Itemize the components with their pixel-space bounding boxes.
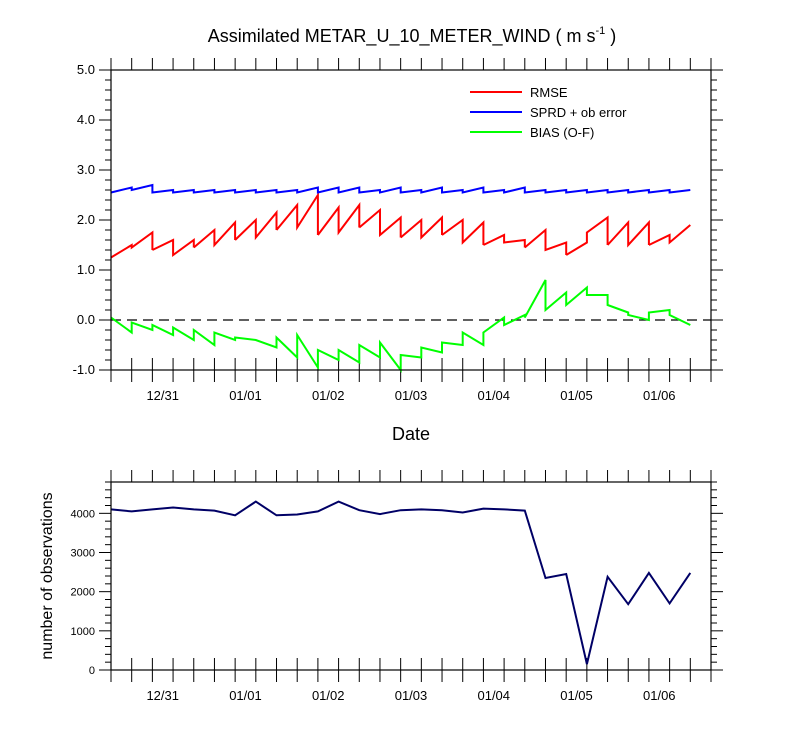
y-tick-label: -1.0 bbox=[73, 362, 95, 377]
series-line-rmse bbox=[524, 227, 568, 255]
y-tick-label: 2.0 bbox=[77, 212, 95, 227]
x-tick-label: 01/02 bbox=[312, 388, 345, 403]
y-tick-label: 1000 bbox=[71, 626, 95, 638]
series-line-rmse bbox=[317, 202, 361, 236]
series-line-rmse bbox=[565, 215, 609, 256]
legend-label: RMSE bbox=[530, 85, 568, 100]
series-line-rmse bbox=[234, 209, 278, 241]
x-tick-label: 01/06 bbox=[643, 688, 676, 703]
legend-label: SPRD + ob error bbox=[530, 105, 627, 120]
series-line-sprd-ob-error bbox=[110, 183, 691, 194]
series-line-rmse bbox=[193, 219, 237, 249]
y-axis-label: number of observations bbox=[39, 492, 56, 659]
x-tick-label: 12/31 bbox=[146, 388, 179, 403]
y-axis-ticks bbox=[99, 69, 723, 371]
bias-rmse-chart: Assimilated METAR_U_10_METER_WIND ( m s-… bbox=[73, 25, 723, 444]
series-line-rmse bbox=[400, 215, 443, 240]
x-tick-label: 01/01 bbox=[229, 388, 262, 403]
y-tick-label: 3.0 bbox=[77, 162, 95, 177]
x-axis-label: Date bbox=[392, 424, 430, 444]
series-line-observations bbox=[110, 500, 692, 665]
x-axis-ticks bbox=[110, 470, 712, 682]
x-tick-label: 01/01 bbox=[229, 688, 262, 703]
series-lines bbox=[110, 183, 691, 373]
y-tick-label: 3000 bbox=[71, 548, 95, 560]
observations-chart: 0 1000 2000 3000 4000 12/31 01/01 01/02 01/03 01… bbox=[39, 470, 723, 703]
series-line-rmse bbox=[110, 230, 154, 259]
series-line-rmse bbox=[606, 219, 650, 248]
legend-label: BIAS (O-F) bbox=[530, 125, 594, 140]
x-tick-labels: 12/31 01/01 01/02 01/03 01/04 01/05 01/06 bbox=[146, 688, 675, 703]
series-line-rmse bbox=[358, 207, 402, 238]
x-axis-ticks bbox=[110, 58, 712, 382]
x-tick-label: 01/05 bbox=[560, 688, 593, 703]
x-tick-label: 01/03 bbox=[395, 388, 428, 403]
y-tick-label: 5.0 bbox=[77, 62, 95, 77]
series-line-rmse bbox=[275, 191, 319, 235]
x-tick-label: 01/02 bbox=[312, 688, 345, 703]
legend: RMSE SPRD + ob error BIAS (O-F) bbox=[470, 85, 627, 140]
y-tick-label: 1.0 bbox=[77, 262, 95, 277]
plot-frame bbox=[110, 481, 712, 671]
y-tick-label: 4.0 bbox=[77, 112, 95, 127]
y-tick-labels: 0 1000 2000 3000 4000 bbox=[71, 508, 95, 677]
x-tick-label: 01/03 bbox=[395, 688, 428, 703]
chart-title: Assimilated METAR_U_10_METER_WIND ( m s-… bbox=[208, 25, 617, 47]
series-line-rmse bbox=[441, 218, 485, 245]
x-tick-label: 12/31 bbox=[146, 688, 179, 703]
y-tick-labels: -1.0 0.0 1.0 2.0 3.0 4.0 5.0 bbox=[73, 62, 95, 377]
x-tick-label: 01/06 bbox=[643, 388, 676, 403]
x-tick-label: 01/04 bbox=[477, 688, 510, 703]
chart-title-unit-sup: -1 bbox=[595, 25, 605, 37]
series-line-rmse bbox=[482, 233, 526, 248]
y-tick-label: 4000 bbox=[71, 508, 95, 520]
x-tick-labels: 12/31 01/01 01/02 01/03 01/04 01/05 01/06 bbox=[146, 388, 675, 403]
y-tick-label: 2000 bbox=[71, 587, 95, 599]
x-tick-label: 01/05 bbox=[560, 388, 593, 403]
series-line-rmse bbox=[151, 238, 195, 257]
y-axis-ticks bbox=[99, 481, 723, 671]
y-tick-label: 0 bbox=[89, 665, 95, 677]
chart-title-close: ) bbox=[605, 26, 616, 46]
y-tick-label: 0.0 bbox=[77, 312, 95, 327]
series-line-rmse bbox=[648, 224, 691, 246]
x-tick-label: 01/04 bbox=[477, 388, 510, 403]
plot-frame bbox=[110, 69, 712, 371]
series-line-bias-o-f- bbox=[110, 279, 691, 373]
chart-title-main: Assimilated METAR_U_10_METER_WIND ( m s bbox=[208, 26, 596, 47]
series-lines bbox=[110, 500, 692, 665]
